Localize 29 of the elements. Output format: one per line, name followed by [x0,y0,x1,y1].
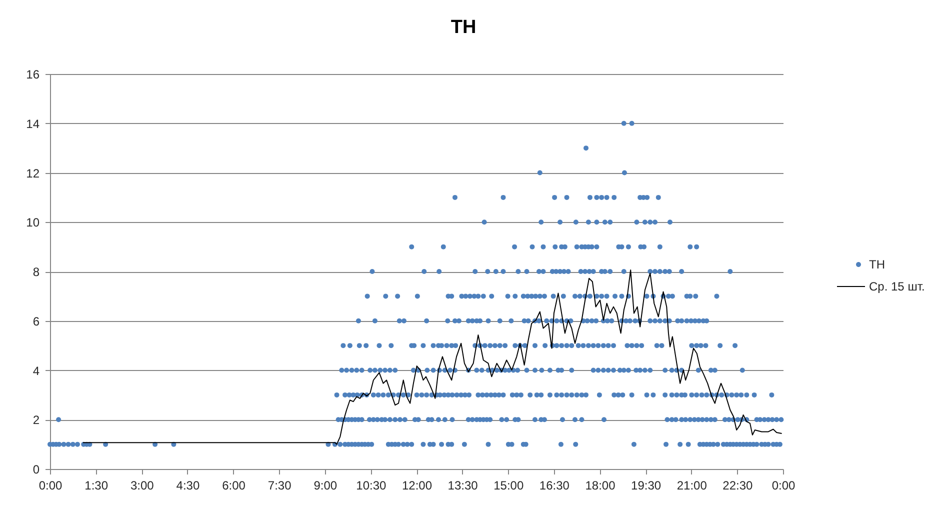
y-tick-label: 0 [32,462,40,476]
x-tick-label: 10:30 [356,478,387,492]
x-tick-label: 15:00 [494,478,524,492]
legend-label: ТН [869,258,885,272]
y-tick-label: 12 [26,166,40,180]
x-tick-label: 13:30 [448,478,478,492]
y-tick-label: 6 [32,314,40,328]
x-tick-label: 1:30 [84,478,108,492]
x-tick-label: 0:00 [38,478,62,492]
y-tick-label: 4 [32,364,40,378]
y-tick-label: 8 [32,265,40,279]
x-tick-label: 22:30 [722,478,754,492]
x-tick-label: 12:00 [402,478,432,492]
y-tick-label: 10 [26,216,40,230]
chart-title: ТН [450,17,476,38]
x-tick-label: 19:30 [631,478,662,492]
y-tick-label: 14 [26,116,40,131]
y-tick-label: 2 [32,413,40,428]
x-tick-label: 16:30 [539,478,570,492]
x-tick-label: 18:00 [585,478,616,492]
x-tick-label: 3:00 [130,478,154,492]
y-tick-label: 16 [26,68,40,82]
legend-label: Ср. 15 шт. [869,280,925,294]
x-tick-label: 6:00 [222,478,246,492]
x-tick-label: 21:00 [676,478,708,492]
x-tick-label: 4:30 [176,478,200,492]
x-tick-label: 7:30 [268,478,292,492]
x-tick-label: 0:00 [772,478,796,492]
x-tick-label: 9:00 [314,478,338,492]
